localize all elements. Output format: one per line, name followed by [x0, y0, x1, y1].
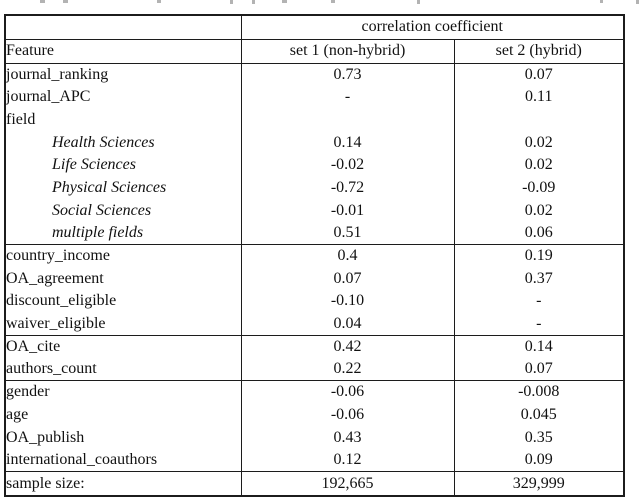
table-row: Social Sciences -0.01 0.02 — [5, 199, 624, 222]
table-row: Physical Sciences -0.72 -0.09 — [5, 176, 624, 200]
set2-value: 0.07 — [453, 357, 624, 381]
table-row: age -0.06 0.045 — [5, 403, 624, 426]
feature-cell: international_coauthors — [6, 450, 158, 468]
table-row: field — [5, 108, 624, 132]
set2-value: 0.14 — [453, 335, 624, 358]
set2-value: - — [453, 289, 624, 313]
table-row: Health Sciences 0.14 0.02 — [5, 131, 624, 154]
set1-value: 0.51 — [240, 221, 454, 245]
set1-value: 0.73 — [240, 63, 454, 86]
feature-cell: Physical Sciences — [52, 178, 167, 196]
table-section-oa-cite: OA_cite 0.42 0.14 authors_count 0.22 0.0… — [5, 335, 624, 381]
set1-value: -0.01 — [240, 199, 454, 222]
corner-cell — [5, 15, 241, 39]
feature-cell: journal_APC — [6, 88, 91, 106]
set2-value: 0.37 — [453, 267, 624, 290]
correlation-coefficient-header: correlation coefficient — [240, 15, 624, 39]
table-row: international_coauthors 0.12 0.09 — [5, 448, 624, 472]
table-section-journal: journal_ranking 0.73 0.07 journal_APC - … — [5, 63, 624, 245]
set2-value: 0.02 — [453, 199, 624, 222]
set2-value: -0.008 — [453, 380, 624, 404]
set2-value: 0.19 — [453, 244, 624, 268]
feature-cell: waiver_eligible — [6, 314, 106, 332]
table-row: journal_ranking 0.73 0.07 — [5, 63, 624, 86]
set2-value: 0.11 — [453, 85, 624, 109]
set1-value: -0.10 — [240, 289, 454, 313]
feature-header: Feature — [6, 42, 54, 60]
set1-value: 0.14 — [240, 131, 454, 154]
set1-value: 0.43 — [240, 426, 454, 449]
sample-size-set2: 329,999 — [453, 471, 624, 497]
table-row: OA_cite 0.42 0.14 — [5, 335, 624, 358]
set1-value: -0.72 — [240, 176, 454, 200]
feature-cell: discount_eligible — [6, 292, 117, 310]
table-row: authors_count 0.22 0.07 — [5, 357, 624, 381]
feature-cell: gender — [6, 383, 50, 401]
feature-cell: multiple fields — [52, 224, 144, 242]
set2-header: set 2 (hybrid) — [453, 39, 624, 63]
table-row: country_income 0.4 0.19 — [5, 244, 624, 268]
table-row: multiple fields 0.51 0.06 — [5, 221, 624, 245]
set2-value: 0.02 — [453, 131, 624, 154]
feature-cell: authors_count — [6, 360, 97, 378]
feature-cell: OA_publish — [6, 428, 85, 446]
feature-cell: OA_agreement — [6, 269, 104, 287]
set2-value: 0.06 — [453, 221, 624, 245]
feature-cell: age — [6, 405, 29, 423]
set2-value: -0.09 — [453, 176, 624, 200]
table-row: OA_publish 0.43 0.35 — [5, 426, 624, 449]
table-row: gender -0.06 -0.008 — [5, 380, 624, 404]
set1-value: 0.4 — [240, 244, 454, 268]
table-row: Life Sciences -0.02 0.02 — [5, 153, 624, 177]
feature-cell: Social Sciences — [52, 201, 152, 219]
sample-size-row: sample size: 192,665 329,999 — [5, 471, 624, 497]
table-section-author: gender -0.06 -0.008 age -0.06 0.045 OA_p… — [5, 380, 624, 472]
set1-value: 0.07 — [240, 267, 454, 290]
table-footer: sample size: 192,665 329,999 — [5, 471, 624, 497]
correlation-table: correlation coefficient Feature set 1 (n… — [4, 14, 625, 498]
set2-value: 0.07 — [453, 63, 624, 86]
feature-cell: field — [6, 110, 36, 128]
set1-value — [240, 108, 454, 132]
header-row-span: correlation coefficient — [5, 15, 624, 39]
set1-value: -0.02 — [240, 153, 454, 177]
set2-value: - — [453, 312, 624, 336]
feature-cell: Life Sciences — [52, 156, 136, 174]
set1-value: 0.42 — [240, 335, 454, 358]
table-row: journal_APC - 0.11 — [5, 85, 624, 109]
table-section-country: country_income 0.4 0.19 OA_agreement 0.0… — [5, 244, 624, 336]
feature-cell: OA_cite — [6, 338, 61, 356]
set2-value: 0.35 — [453, 426, 624, 449]
sample-size-set1: 192,665 — [240, 471, 454, 497]
set1-value: 0.04 — [240, 312, 454, 336]
set2-value: 0.02 — [453, 153, 624, 177]
sample-size-label: sample size: — [6, 474, 85, 492]
table-row: discount_eligible -0.10 - — [5, 289, 624, 313]
feature-cell: journal_ranking — [6, 65, 109, 83]
table-row: waiver_eligible 0.04 - — [5, 312, 624, 336]
table-row: OA_agreement 0.07 0.37 — [5, 267, 624, 290]
set2-value — [453, 108, 624, 132]
table-header: correlation coefficient Feature set 1 (n… — [5, 15, 624, 63]
set2-value: 0.09 — [453, 448, 624, 472]
set1-value: 0.22 — [240, 357, 454, 381]
feature-cell: Health Sciences — [52, 133, 155, 151]
header-row-columns: Feature set 1 (non-hybrid) set 2 (hybrid… — [5, 39, 624, 63]
set1-value: 0.12 — [240, 448, 454, 472]
feature-cell: country_income — [6, 247, 110, 265]
set1-header: set 1 (non-hybrid) — [240, 39, 454, 63]
set2-value: 0.045 — [453, 403, 624, 426]
set1-value: -0.06 — [240, 380, 454, 404]
set1-value: -0.06 — [240, 403, 454, 426]
set1-value: - — [240, 85, 454, 109]
